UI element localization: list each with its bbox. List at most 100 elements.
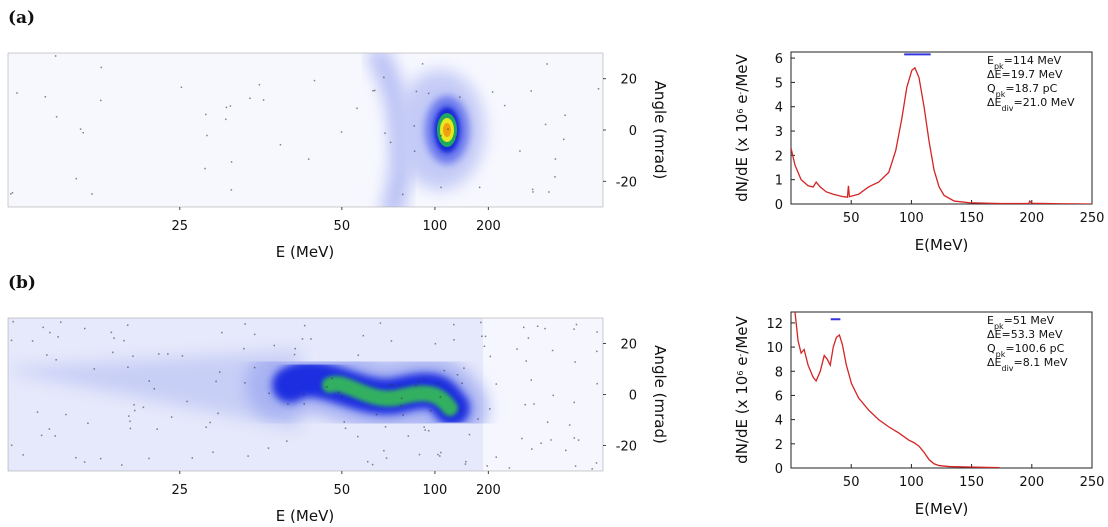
speck [83, 461, 86, 463]
speck [307, 158, 310, 160]
speck [548, 191, 550, 193]
speck [205, 113, 207, 116]
speck [424, 429, 426, 431]
speck [244, 323, 246, 325]
speck [225, 106, 228, 109]
plot-area [794, 312, 1000, 468]
speck [423, 377, 425, 380]
speck [413, 150, 416, 152]
speck [434, 343, 437, 345]
speck [156, 428, 158, 430]
text-part: =21.0 MeV [1014, 96, 1075, 109]
speck [468, 433, 471, 436]
speck [453, 339, 455, 341]
speck [362, 334, 365, 337]
speck [153, 387, 156, 390]
text-part: dN/dE (x 10 [733, 376, 751, 464]
speck [344, 427, 347, 430]
x-tick-label: 150 [959, 475, 984, 490]
annotation: ΔE=19.7 MeV [987, 68, 1063, 81]
speck [551, 349, 554, 352]
superscript: - [736, 354, 745, 357]
y-axis-label: Angle (mrad) [651, 81, 669, 180]
speck [522, 326, 525, 329]
y-tick-label: 2 [775, 149, 783, 164]
speck [383, 449, 385, 452]
text-part: =51 MeV [1004, 314, 1055, 327]
speck [167, 353, 169, 355]
speck [418, 453, 421, 456]
text-part: dN/dE (x 10 [733, 114, 751, 202]
y-tick-label: 4 [775, 101, 783, 116]
speck [461, 382, 463, 385]
speck [243, 347, 245, 350]
speck [400, 405, 402, 407]
x-tick-label: 200 [1019, 211, 1044, 226]
speck [57, 336, 59, 338]
y-tick-label: 0 [629, 124, 637, 139]
x-tick-label: 50 [334, 219, 351, 234]
speck [186, 400, 188, 403]
speck [546, 63, 548, 65]
y-axis-label: dN/dE (x 106 e-/MeV [733, 315, 751, 463]
speck [440, 186, 442, 189]
text-part: e [733, 357, 751, 371]
speck [357, 435, 359, 438]
speck [215, 380, 217, 383]
speck [46, 354, 48, 356]
speck [495, 456, 497, 458]
text-part: ΔE [987, 356, 1002, 369]
speck [133, 409, 136, 412]
text-part: E [987, 54, 994, 67]
speck [253, 333, 256, 336]
speck [10, 339, 13, 342]
subscript: pk [994, 322, 1004, 331]
speck [142, 406, 145, 409]
speck [596, 382, 598, 385]
spectrum-line [794, 312, 1000, 468]
speck [525, 360, 527, 362]
speck [531, 448, 533, 450]
text-part: ΔE=53.3 MeV [987, 328, 1063, 341]
speck [519, 150, 521, 152]
speck [158, 353, 160, 355]
text-part: =18.7 pC [1005, 82, 1057, 95]
speck [384, 426, 387, 428]
speck [340, 131, 343, 133]
speck [253, 366, 256, 369]
text-part: ΔE=19.7 MeV [987, 68, 1063, 81]
speck [16, 92, 18, 94]
speck [508, 467, 511, 469]
speck [132, 355, 134, 357]
x-tick-label: 200 [1019, 475, 1044, 490]
speck [379, 322, 382, 324]
speck [331, 377, 333, 380]
speck [530, 90, 532, 92]
speck [415, 90, 418, 93]
x-tick-label: 25 [171, 219, 188, 234]
x-tick-label: 25 [171, 483, 188, 498]
speck [218, 371, 221, 373]
text-part: /MeV [733, 53, 751, 91]
speck [65, 413, 67, 416]
speck [536, 325, 539, 328]
annotation: Epk=51 MeV [987, 314, 1055, 331]
speck [12, 320, 14, 323]
speck [191, 457, 194, 459]
speck [60, 321, 62, 323]
speck [303, 324, 306, 327]
speck [489, 408, 491, 410]
speck [384, 132, 386, 134]
speck [459, 96, 461, 98]
y-tick-label: 1 [775, 174, 783, 189]
speck [48, 428, 51, 430]
speck [546, 421, 549, 423]
speck [267, 447, 270, 449]
speck [427, 92, 430, 95]
noise-specks [10, 55, 600, 470]
speck [205, 426, 207, 429]
speck [268, 392, 270, 395]
x-tick-label: 100 [422, 483, 447, 498]
speck [484, 335, 487, 338]
speck [244, 382, 246, 384]
